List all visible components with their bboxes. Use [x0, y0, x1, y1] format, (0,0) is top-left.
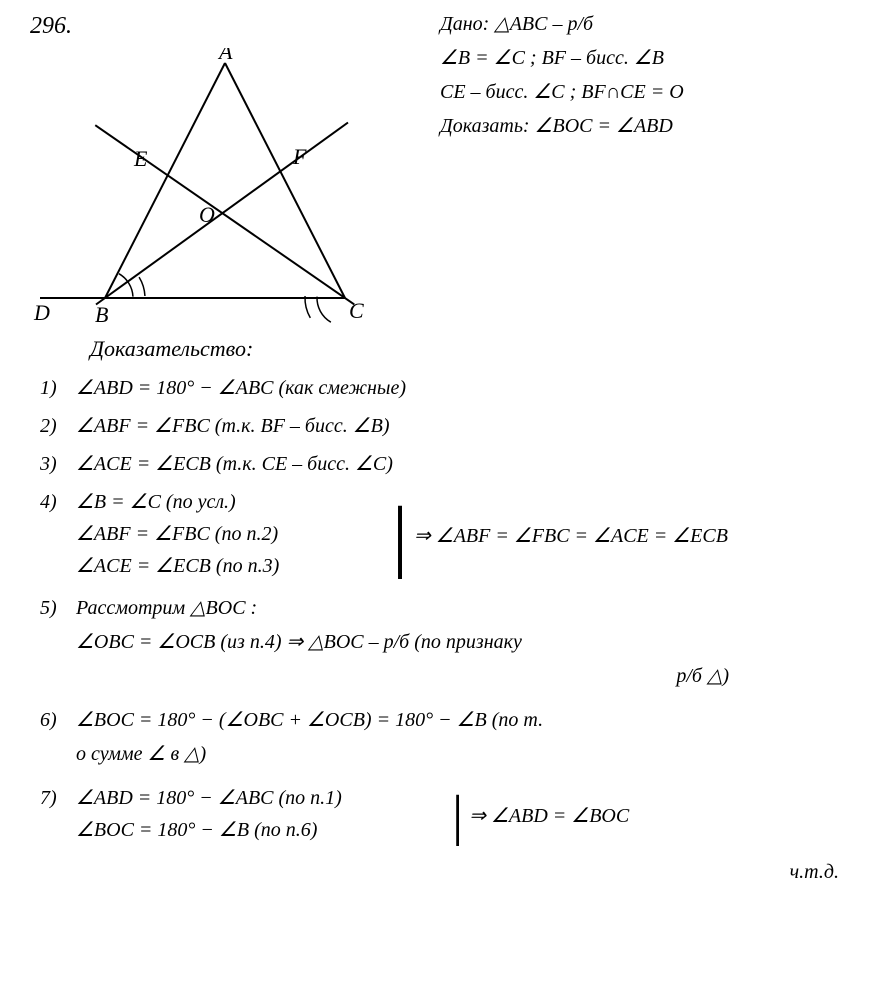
- given-line: Дано: △ABC – р/б: [440, 10, 859, 38]
- brace-icon: |: [392, 496, 408, 576]
- step-body: Рассмотрим △BOC : ∠OBC = ∠OCB (из п.4) ⇒…: [76, 594, 859, 696]
- step-line: ∠ACE = ∠ECB (по п.3): [76, 552, 386, 580]
- step-num: 5): [40, 594, 76, 696]
- svg-text:E: E: [133, 146, 148, 171]
- proof: 1) ∠ABD = 180° − ∠ABC (как смежные) 2) ∠…: [30, 374, 859, 886]
- step-body: ∠ABF = ∠FBC (т.к. BF – бисс. ∠B): [76, 412, 859, 440]
- given-block: Дано: △ABC – р/б ∠B = ∠C ; BF – бисс. ∠B…: [420, 10, 859, 328]
- step-body: ∠ACE = ∠ECB (т.к. CE – бисс. ∠C): [76, 450, 859, 478]
- step-body: ∠BOC = 180° − (∠OBC + ∠OCB) = 180° − ∠B …: [76, 706, 859, 774]
- step-line: ∠ABD = 180° − ∠ABC (по п.1): [76, 784, 446, 812]
- figure: A B C D E F O: [30, 48, 400, 328]
- step-line: ∠BOC = 180° − ∠B (по п.6): [76, 816, 446, 844]
- step-line: р/б △): [76, 662, 859, 690]
- step-num: 7): [40, 784, 76, 848]
- step-body: ∠ABD = 180° − ∠ABC (как смежные): [76, 374, 859, 402]
- svg-text:O: O: [199, 202, 215, 227]
- step-line: Рассмотрим △BOC :: [76, 594, 859, 622]
- step-body: ∠B = ∠C (по усл.) ∠ABF = ∠FBC (по п.2) ∠…: [76, 488, 859, 584]
- svg-text:F: F: [292, 144, 307, 169]
- given-line: ∠B = ∠C ; BF – бисс. ∠B: [440, 44, 859, 72]
- step-line: ∠BOC = 180° − (∠OBC + ∠OCB) = 180° − ∠B …: [76, 706, 859, 734]
- svg-text:A: A: [217, 48, 233, 64]
- step-line: ∠B = ∠C (по усл.): [76, 488, 386, 516]
- problem-number: 296.: [30, 10, 420, 44]
- given-line: CE – бисс. ∠C ; BF∩CE = O: [440, 78, 859, 106]
- svg-text:C: C: [349, 298, 364, 323]
- qed: ч.т.д.: [40, 858, 859, 886]
- brace-icon: |: [452, 788, 463, 844]
- svg-text:B: B: [95, 302, 108, 327]
- step-num: 2): [40, 412, 76, 440]
- step-line: о сумме ∠ в △): [76, 740, 859, 768]
- step-num: 4): [40, 488, 76, 584]
- proof-title: Доказательство:: [90, 334, 859, 365]
- step-num: 1): [40, 374, 76, 402]
- step-num: 6): [40, 706, 76, 774]
- given-line: Доказать: ∠BOC = ∠ABD: [440, 112, 859, 140]
- step-line: ∠OBC = ∠OCB (из п.4) ⇒ △BOC – р/б (по пр…: [76, 628, 859, 656]
- step-line: ∠ABF = ∠FBC (по п.2): [76, 520, 386, 548]
- step-result: ⇒ ∠ABF = ∠FBC = ∠ACE = ∠ECB: [414, 522, 728, 550]
- step-result: ⇒ ∠ABD = ∠BOC: [469, 802, 629, 830]
- step-num: 3): [40, 450, 76, 478]
- step-body: ∠ABD = 180° − ∠ABC (по п.1) ∠BOC = 180° …: [76, 784, 859, 848]
- svg-text:D: D: [33, 300, 50, 325]
